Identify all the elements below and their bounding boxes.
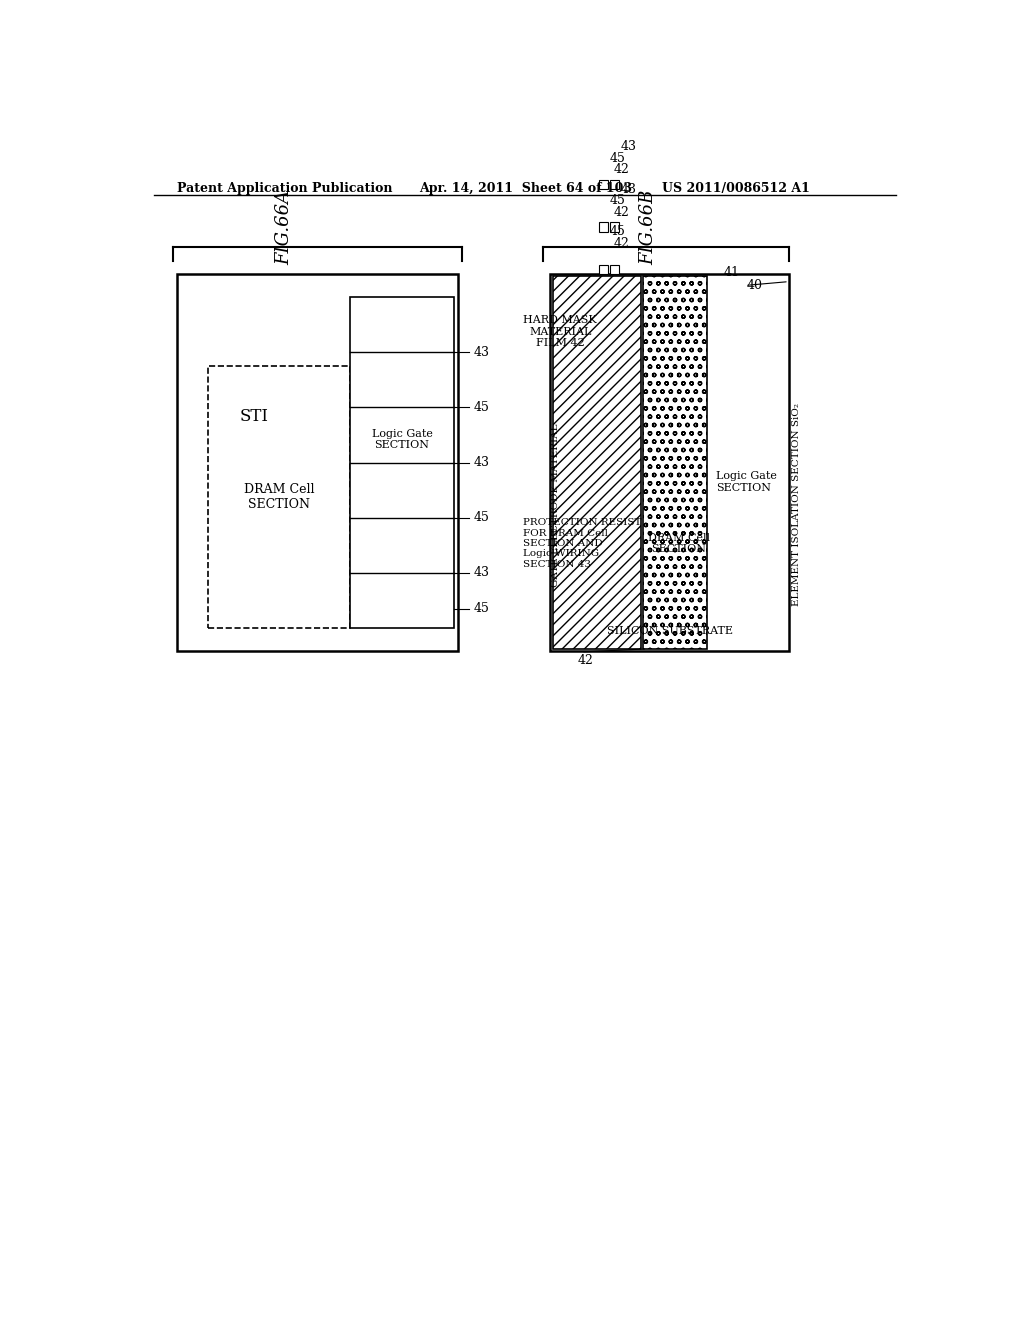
- Text: 45: 45: [473, 511, 489, 524]
- Text: HARD MASK
MATERIAL
FILM 42: HARD MASK MATERIAL FILM 42: [523, 315, 597, 348]
- Bar: [599, 264, 608, 275]
- Text: 45: 45: [473, 401, 489, 414]
- Text: 42: 42: [578, 653, 593, 667]
- Text: 40: 40: [746, 279, 763, 292]
- Bar: [609, 264, 618, 275]
- Bar: [208, 367, 350, 628]
- Text: 42: 42: [614, 236, 630, 249]
- Text: 43: 43: [473, 566, 489, 579]
- Bar: [553, 276, 641, 649]
- Text: DRAM Cell
SECTION: DRAM Cell SECTION: [648, 532, 710, 554]
- Text: 43: 43: [621, 182, 636, 195]
- Bar: [643, 276, 707, 649]
- Text: DRAM Cell
SECTION: DRAM Cell SECTION: [244, 483, 314, 511]
- Text: Patent Application Publication: Patent Application Publication: [177, 182, 392, 194]
- Bar: [553, 276, 641, 649]
- Text: 45: 45: [609, 194, 626, 207]
- Bar: [609, 180, 618, 189]
- Text: 42: 42: [614, 164, 630, 177]
- Text: US 2011/0086512 A1: US 2011/0086512 A1: [662, 182, 810, 194]
- Text: SILICON SUBSTRATE: SILICON SUBSTRATE: [606, 626, 732, 636]
- Text: 45: 45: [609, 152, 626, 165]
- Bar: [643, 276, 707, 649]
- Bar: [350, 297, 454, 628]
- Bar: [609, 222, 618, 231]
- Text: GATE ELECTRODE MATERIAL: GATE ELECTRODE MATERIAL: [551, 424, 560, 586]
- Bar: [643, 133, 695, 154]
- Text: FIG.66A: FIG.66A: [275, 190, 294, 265]
- Text: 43: 43: [473, 455, 489, 469]
- Text: Apr. 14, 2011  Sheet 64 of 103: Apr. 14, 2011 Sheet 64 of 103: [419, 182, 632, 194]
- Bar: [599, 180, 608, 189]
- Text: 43: 43: [621, 140, 636, 153]
- Bar: [177, 275, 458, 651]
- Bar: [643, 133, 695, 154]
- Text: 42: 42: [614, 206, 630, 219]
- Text: Logic Gate
SECTION: Logic Gate SECTION: [716, 471, 776, 492]
- Text: 43: 43: [473, 346, 489, 359]
- Text: 41: 41: [724, 265, 739, 279]
- Text: Logic Gate
SECTION: Logic Gate SECTION: [372, 429, 432, 450]
- Text: 45: 45: [609, 224, 626, 238]
- Text: PROTECTION RESIST
FOR DRAM Cell
SECTION AND
Logic WIRING
SECTION 43: PROTECTION RESIST FOR DRAM Cell SECTION …: [523, 519, 642, 569]
- Text: ELEMENT ISOLATION SECTION SiO₂: ELEMENT ISOLATION SECTION SiO₂: [793, 404, 801, 606]
- Text: FIG.66B: FIG.66B: [639, 190, 657, 265]
- Text: 45: 45: [473, 602, 489, 615]
- Bar: [550, 275, 788, 651]
- Text: STI: STI: [240, 408, 268, 425]
- Bar: [599, 222, 608, 231]
